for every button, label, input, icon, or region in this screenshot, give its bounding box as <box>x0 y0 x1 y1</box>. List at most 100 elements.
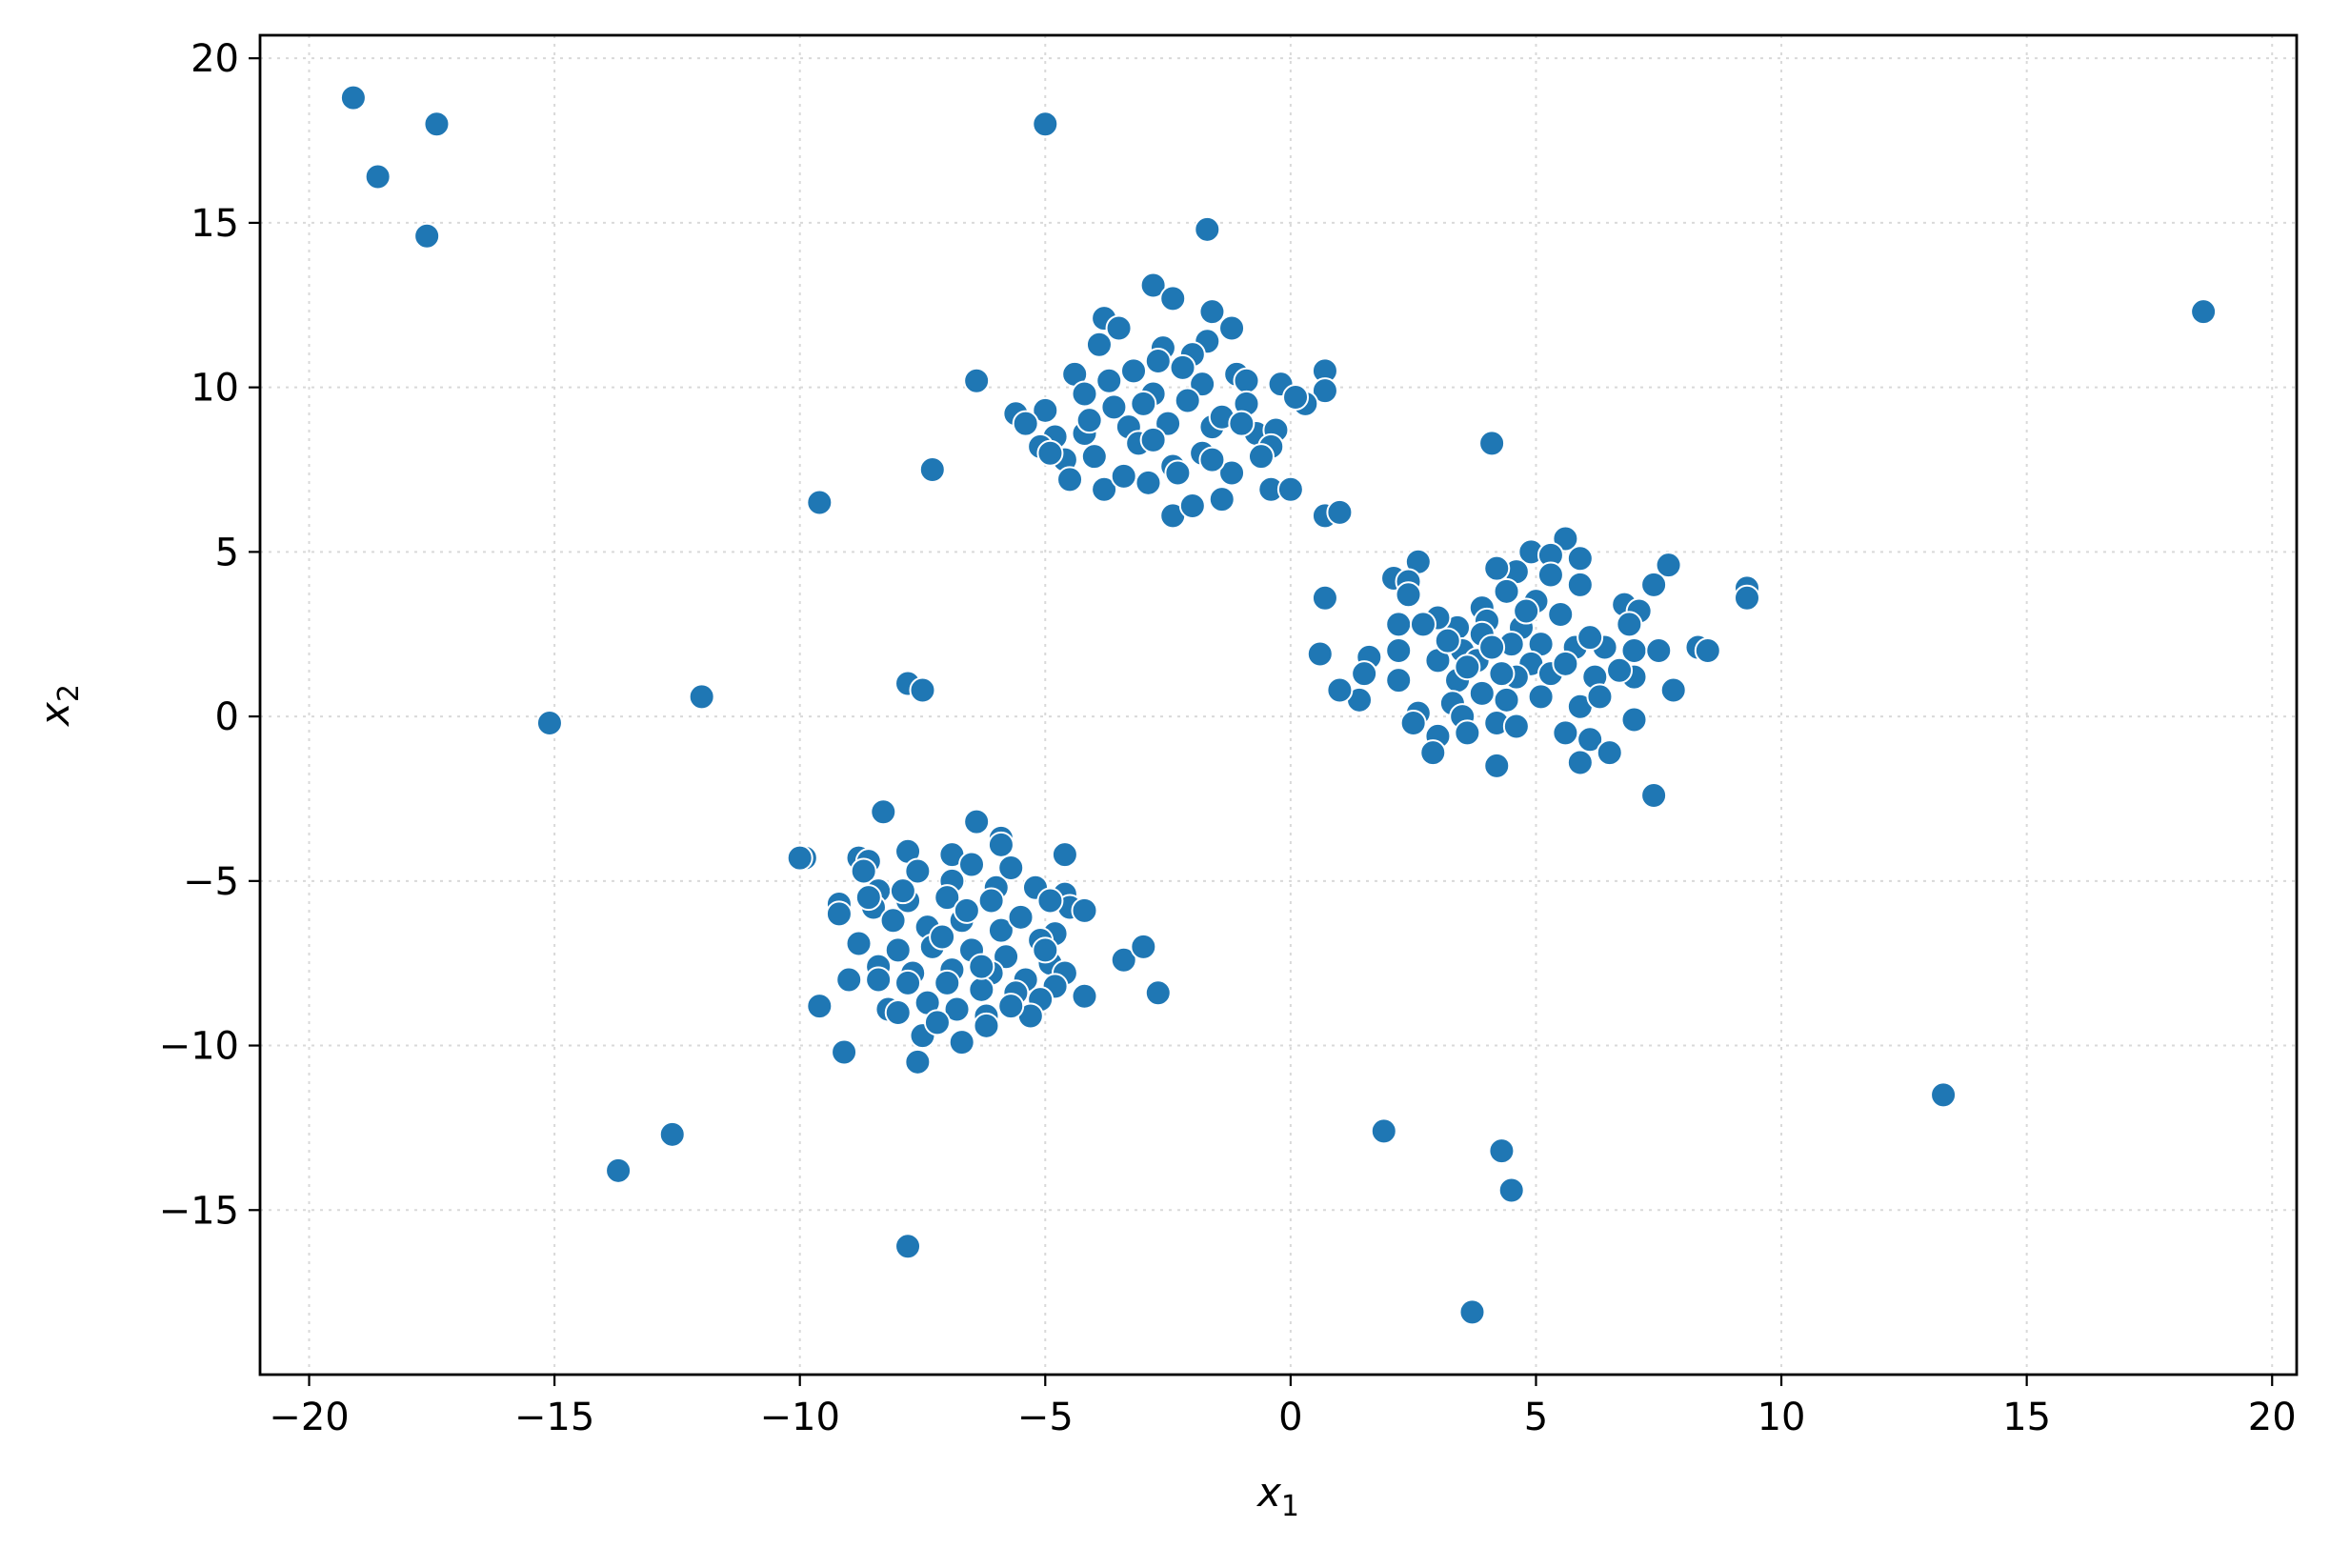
scatter-point <box>1198 446 1226 473</box>
scatter-point <box>1169 353 1196 381</box>
scatter-point <box>339 84 367 111</box>
scatter-point <box>1694 637 1721 664</box>
scatter-point <box>993 943 1020 971</box>
scatter-point <box>1247 443 1275 471</box>
scatter-point <box>1056 466 1084 493</box>
scatter-point <box>1110 462 1137 490</box>
scatter-point <box>963 367 991 394</box>
axis-ticks: −20 −15 −10 −5 0 5 10 15 20 −15 −10 −5 0 5 10 15 20 <box>159 37 2297 1439</box>
x-tick-label: 15 <box>2002 1396 2051 1439</box>
scatter-point <box>884 936 912 964</box>
scatter-point <box>1144 348 1172 374</box>
scatter-point <box>845 930 873 957</box>
scatter-point <box>850 857 877 885</box>
scatter-point <box>1502 713 1530 740</box>
scatter-point <box>1208 486 1235 513</box>
scatter-point <box>1012 410 1039 437</box>
scatter-point <box>1155 410 1182 437</box>
x-tick-label: −15 <box>514 1396 594 1439</box>
y-axis-label: x2 <box>31 684 86 728</box>
scatter-point <box>1616 611 1643 638</box>
x-axis-label-base: x <box>1255 1469 1282 1516</box>
scatter-point <box>1071 982 1098 1010</box>
scatter-point <box>1198 298 1226 326</box>
scatter-point <box>1311 584 1338 612</box>
y-tick-label: 15 <box>191 202 239 246</box>
scatter-point <box>1071 380 1098 408</box>
scatter-point <box>1139 426 1167 453</box>
scatter-point <box>1326 498 1354 526</box>
scatter-point <box>934 969 961 996</box>
x-tick-label: −10 <box>759 1396 839 1439</box>
scatter-point <box>929 923 956 951</box>
scatter-point <box>894 1233 922 1260</box>
scatter-point <box>909 676 936 704</box>
scatter-point <box>1326 676 1354 704</box>
scatter-point <box>1174 387 1201 414</box>
scatter-point <box>1655 552 1682 579</box>
scatter-point <box>831 1038 858 1066</box>
scatter-point <box>904 857 932 885</box>
scatter-point <box>1930 1081 1958 1109</box>
scatter-point <box>1178 493 1206 519</box>
x-axis-label: x1 <box>1255 1469 1299 1523</box>
x-tick-label: −20 <box>269 1396 349 1439</box>
scatter-point <box>1130 390 1157 417</box>
scatter-point <box>1194 215 1221 243</box>
scatter-point <box>973 1012 1000 1039</box>
y-axis-label-base: x <box>31 701 78 728</box>
y-tick-label: 10 <box>191 367 239 411</box>
scatter-point <box>1085 331 1113 358</box>
scatter-point <box>1566 571 1594 598</box>
scatter-point <box>1218 314 1246 342</box>
scatter-point <box>1478 430 1506 457</box>
scatter-point <box>1189 371 1216 398</box>
scatter-point <box>825 900 853 928</box>
scatter-point <box>1537 561 1564 589</box>
scatter-point <box>870 798 897 826</box>
scatter-point <box>1478 633 1506 661</box>
scatter-point <box>1159 285 1187 312</box>
scatter-point <box>1370 1117 1397 1145</box>
scatter-point <box>535 710 563 736</box>
scatter-point <box>1399 710 1427 736</box>
scatter-point <box>884 999 912 1026</box>
scatter-point <box>1071 896 1098 924</box>
scatter-point <box>879 907 907 935</box>
scatter-point <box>1640 782 1668 809</box>
scatter-point <box>1488 660 1516 688</box>
scatter-point <box>1419 739 1447 767</box>
scatter-point <box>1100 393 1128 421</box>
scatter-point <box>688 683 715 711</box>
scatter-point <box>997 854 1025 881</box>
scatter-point <box>948 1029 975 1056</box>
x-axis-label-subscript: 1 <box>1281 1490 1299 1523</box>
scatter-point <box>1566 545 1594 573</box>
y-tick-label: −5 <box>183 860 239 904</box>
scatter-point <box>2190 298 2218 326</box>
scatter-point <box>364 163 392 191</box>
scatter-point <box>1080 443 1108 471</box>
scatter-point <box>934 884 961 912</box>
scatter-point <box>1552 650 1579 677</box>
scatter-point <box>968 953 995 980</box>
scatter-point <box>1493 577 1520 605</box>
scatter-point <box>1596 739 1623 767</box>
scatter-point <box>1483 752 1511 779</box>
scatter-point <box>1645 637 1673 664</box>
scatter-point <box>894 969 922 996</box>
scatter-point <box>1130 933 1157 960</box>
scatter-point <box>1468 679 1496 707</box>
scatter-point <box>1135 469 1162 496</box>
scatter-point <box>1032 396 1059 424</box>
scatter-point <box>958 851 986 878</box>
scatter-point <box>1659 676 1687 704</box>
scatter-point <box>1552 719 1579 747</box>
scatter-point <box>953 896 980 924</box>
scatter-point <box>1032 111 1059 138</box>
scatter-point <box>1458 1298 1486 1326</box>
scatter-point <box>1276 475 1304 503</box>
scatter-point <box>1552 525 1579 553</box>
y-tick-label: 0 <box>215 695 239 739</box>
scatter-point <box>1577 726 1604 754</box>
